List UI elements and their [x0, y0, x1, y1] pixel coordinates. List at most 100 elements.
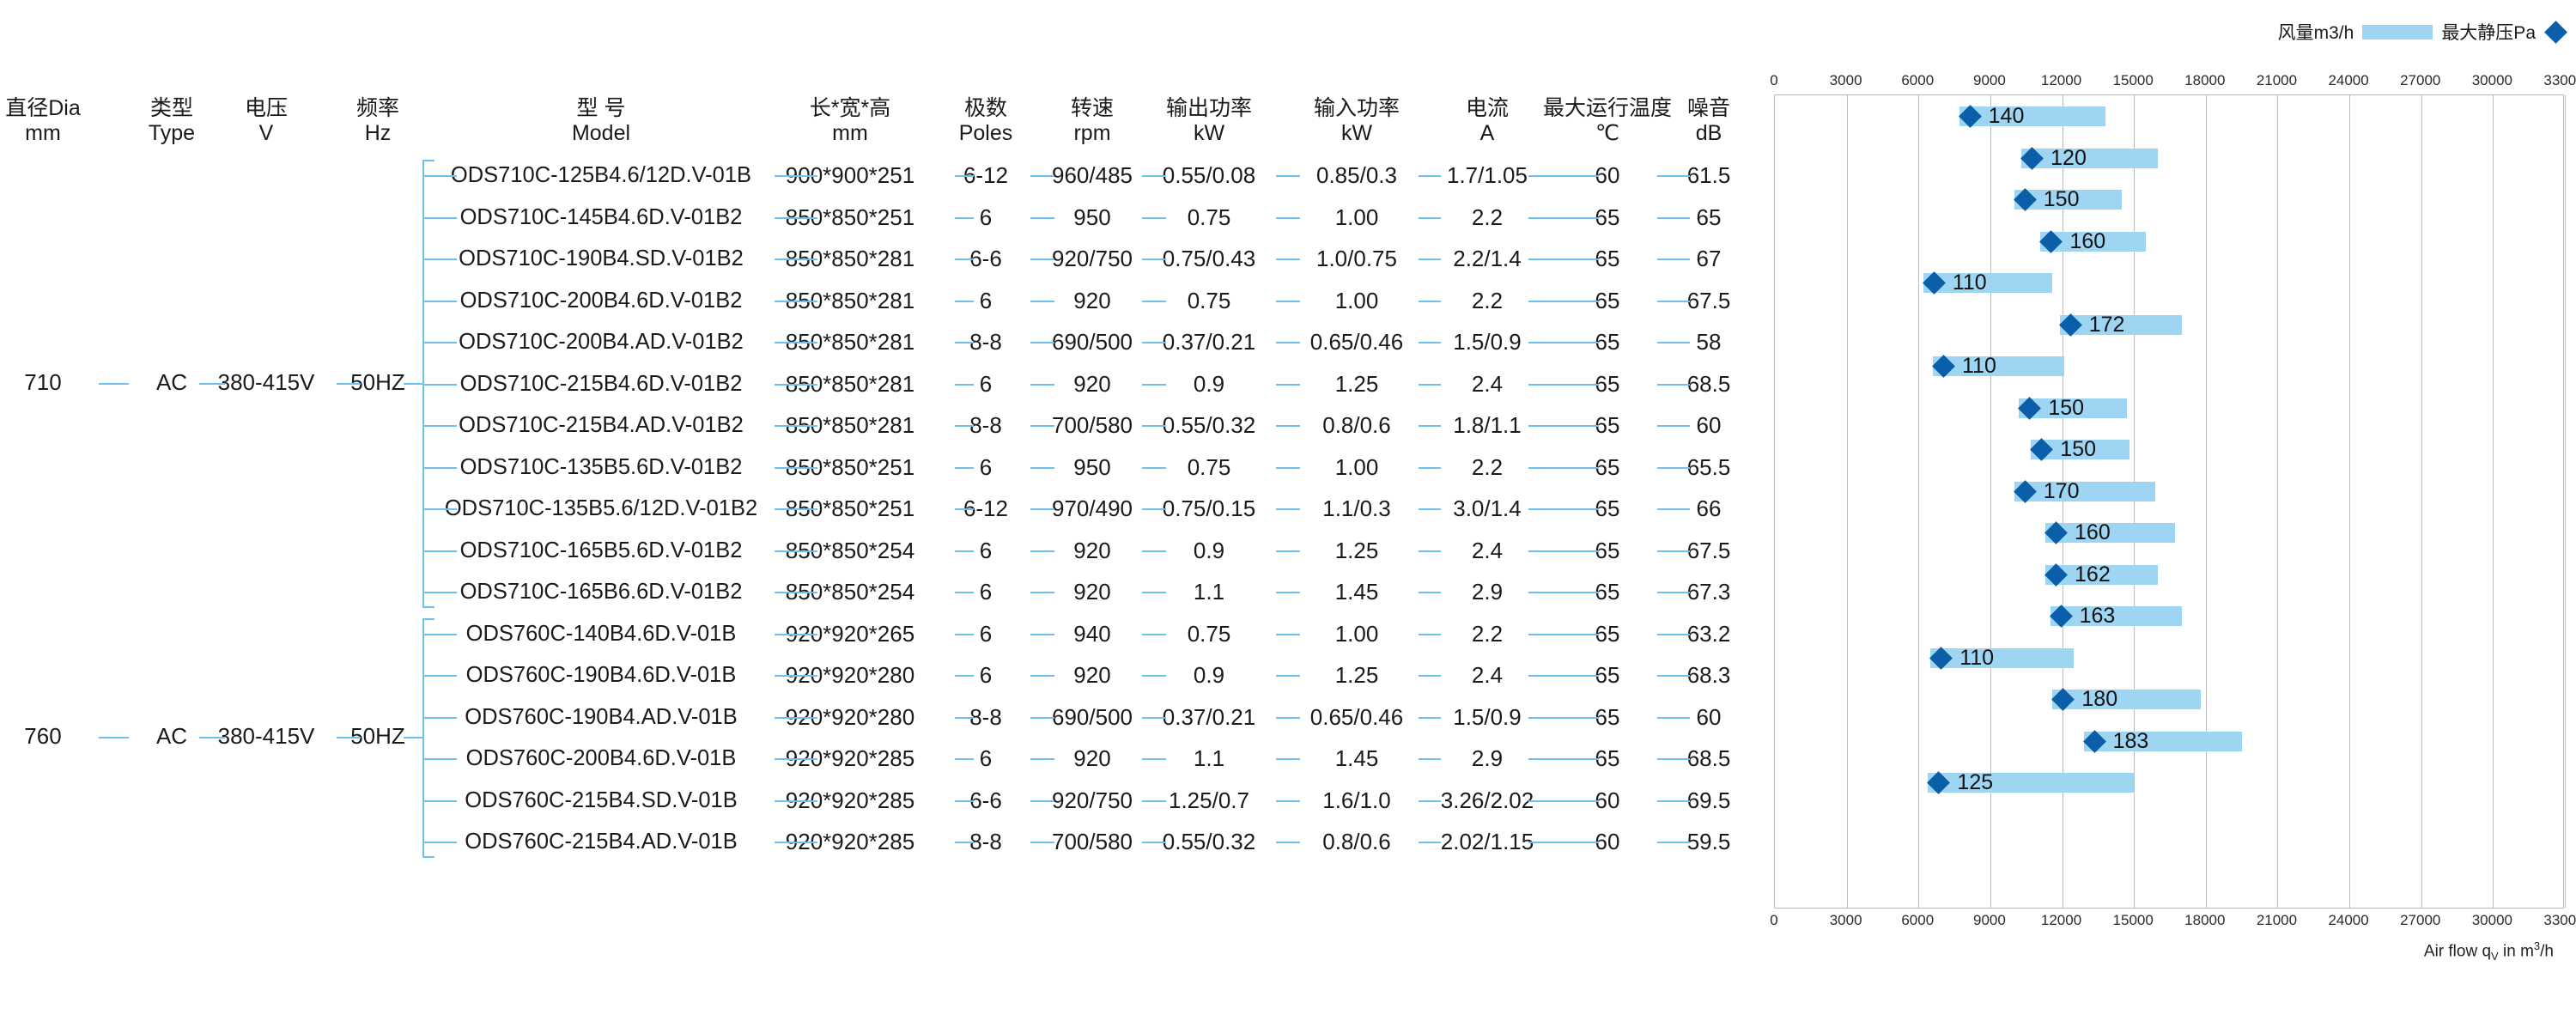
cell-poles: 6 [979, 745, 993, 771]
connector-line [1657, 633, 1690, 635]
cell-in_kw: 1.25 [1334, 537, 1379, 563]
x-axis-tick-label: 33000 [2543, 912, 2576, 928]
connector-line [955, 716, 974, 719]
static-pressure-value: 150 [2043, 187, 2080, 211]
table-row: ODS710C-200B4.AD.V-01B2 850*850*281 8-8 690… [0, 321, 1752, 363]
connector-line [1030, 383, 1054, 386]
table-row: ODS760C-190B4.6D.V-01B 920*920*280 6 920 0.9… [0, 654, 1752, 696]
connector-line [775, 842, 817, 843]
cell-poles: 8-8 [969, 329, 1002, 355]
connector-line [424, 342, 457, 343]
x-axis-title-sup: 3 [2533, 939, 2541, 952]
column-header-temp-unit: ℃ [1595, 121, 1620, 145]
cell-out_kw: 0.37/0.21 [1162, 329, 1256, 355]
column-header-rpm: 转速 rpm [1028, 96, 1157, 146]
chart-gridline [1846, 95, 1848, 908]
chart-bar-row: 150 [1775, 429, 2563, 471]
connector-line [1528, 799, 1599, 802]
connector-line [1657, 799, 1690, 802]
cell-temp: 65 [1595, 620, 1620, 647]
x-axis-ticks-bottom: 0 3000 6000 9000 12000 15000 18000 21000 24000 27… [1752, 912, 2576, 933]
connector-line [1528, 175, 1599, 177]
chart-bar-row: 163 [1775, 595, 2563, 637]
chart-legend: 风量m3/h 最大静压Pa [2278, 19, 2567, 45]
connector-line [1276, 675, 1300, 677]
cell-model: ODS710C-145B4.6D.V-01B2 [459, 204, 743, 229]
connector-line [1657, 716, 1690, 719]
cell-rpm: 920 [1073, 537, 1111, 563]
cell-db: 60 [1696, 703, 1722, 730]
connector-line [424, 550, 457, 552]
cell-poles: 6-12 [963, 495, 1009, 521]
connector-line [1276, 466, 1300, 469]
connector-line [1528, 216, 1599, 219]
chart-gridline [2205, 95, 2207, 908]
cell-amp: 2.4 [1471, 370, 1504, 397]
connector-line [955, 633, 974, 635]
cell-out_kw: 0.75/0.15 [1162, 495, 1256, 521]
connector-line [1030, 592, 1054, 593]
chart-gridline [2421, 95, 2422, 908]
cell-amp: 2.2 [1471, 287, 1504, 313]
cell-rpm: 920 [1073, 287, 1111, 313]
cell-amp: 2.4 [1471, 662, 1504, 688]
connector-line [424, 758, 457, 760]
connector-line [337, 382, 361, 385]
column-header-out_kw: 输出功率 kW [1136, 96, 1282, 146]
cell-in_kw: 1.6/1.0 [1322, 787, 1391, 813]
connector-line [1030, 799, 1054, 802]
cell-out_kw: 0.37/0.21 [1162, 703, 1256, 730]
group-value-voltage: 380-415V [217, 368, 315, 395]
x-axis-tick-label: 0 [1770, 912, 1778, 928]
connector-line [955, 175, 974, 177]
column-header-db-cn: 噪音 [1686, 96, 1730, 120]
connector-line [1657, 758, 1690, 760]
table-row: ODS710C-200B4.6D.V-01B2 850*850*281 6 920 0.… [0, 280, 1752, 322]
chart-bar-row: 160 [1775, 512, 2563, 554]
connector-line [1657, 216, 1690, 219]
cell-poles: 6-6 [969, 787, 1002, 813]
column-header-temp-cn: 最大运行温度 [1542, 96, 1672, 120]
connector-line [955, 342, 974, 343]
cell-model: ODS760C-215B4.SD.V-01B [465, 787, 738, 812]
x-axis-tick-label: 21000 [2256, 912, 2298, 928]
connector-line [199, 382, 225, 385]
connector-line [1142, 258, 1166, 260]
connector-line [424, 508, 457, 510]
connector-line [1276, 300, 1300, 302]
table-row: ODS760C-215B4.SD.V-01B 920*920*285 6-6 920/… [0, 780, 1752, 822]
connector-line [1142, 425, 1166, 427]
cell-poles: 8-8 [969, 412, 1002, 438]
connector-line [1528, 758, 1599, 760]
column-header-poles-unit: Poles [958, 121, 1013, 145]
column-header-in_kw: 输入功率 kW [1284, 96, 1430, 146]
connector-line [1657, 425, 1690, 427]
static-pressure-value: 172 [2088, 312, 2125, 337]
connector-line [1142, 550, 1166, 552]
connector-line [955, 842, 974, 843]
connector-line [1419, 633, 1441, 635]
cell-model: ODS760C-200B4.6D.V-01B [465, 746, 737, 770]
cell-in_kw: 1.45 [1334, 745, 1379, 771]
cell-model: ODS710C-135B5.6/12D.V-01B2 [444, 496, 758, 520]
chart-bar-row: 150 [1775, 179, 2563, 221]
connector-line [1657, 258, 1690, 260]
column-header-amp-unit: A [1479, 121, 1495, 145]
cell-poles: 6 [979, 537, 993, 563]
connector-line [424, 425, 457, 427]
chart-plot-area: 140 120 150 160 110 172 110 150 150 170 160 162 163 1… [1774, 94, 2566, 909]
connector-line [1142, 716, 1166, 719]
connector-line [1030, 342, 1054, 343]
cell-amp: 2.2 [1471, 204, 1504, 230]
static-pressure-value: 160 [2075, 520, 2111, 544]
cell-out_kw: 0.9 [1193, 662, 1225, 688]
group-value-freq: 50HZ [350, 723, 405, 749]
connector-line [1419, 466, 1441, 469]
x-axis-title-suffix: /h [2540, 942, 2554, 961]
cell-rpm: 920/750 [1052, 787, 1133, 813]
group-bracket [422, 160, 434, 608]
x-axis-ticks-top: 0 3000 6000 9000 12000 15000 18000 21000 24000 27… [1752, 72, 2576, 93]
connector-line [1276, 550, 1300, 552]
static-pressure-value: 170 [2043, 478, 2080, 503]
